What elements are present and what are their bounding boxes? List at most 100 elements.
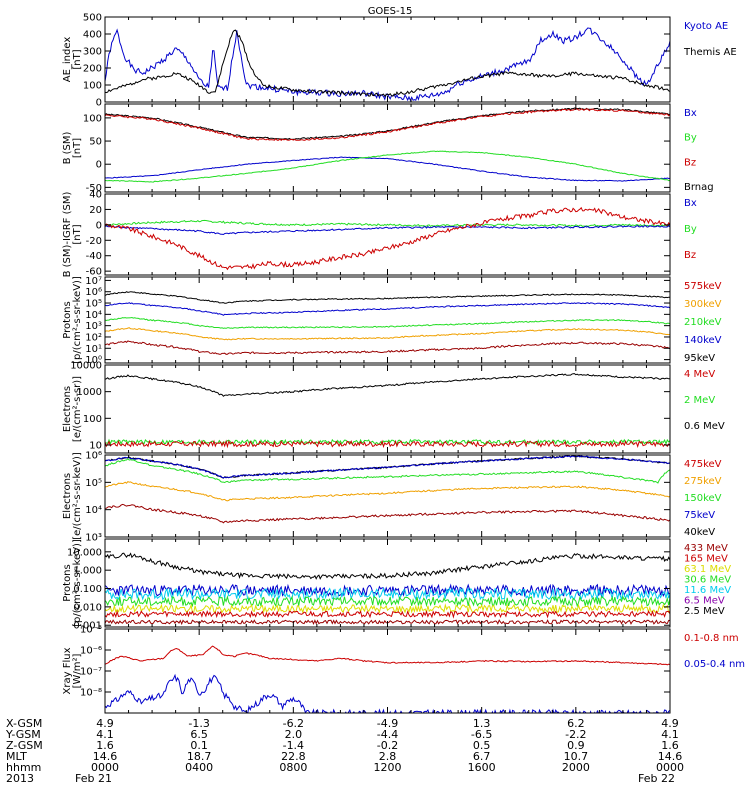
- y-tick-label: 10⁶: [85, 451, 102, 462]
- series-line-themis-ae: [105, 29, 670, 98]
- y-tick-label: 0.001: [73, 621, 102, 632]
- legend-entry: Bz: [684, 250, 696, 261]
- panel-frame: [104, 16, 671, 103]
- orbit-value: 0400: [185, 761, 213, 774]
- y-tick-label: 10000: [70, 361, 102, 372]
- series-line-95kev: [105, 291, 670, 304]
- panel-frame: [104, 193, 671, 276]
- y-tick-label: 10⁴: [85, 310, 102, 321]
- legend-entry: 300keV: [684, 299, 722, 310]
- series-line-11-6-mev: [105, 587, 670, 602]
- y-axis-label: Electrons[e/(cm²-s-sr)]: [62, 376, 83, 442]
- legend-entry: 6.5 MeV: [684, 596, 725, 607]
- orbit-row-label: hhmm: [6, 761, 41, 774]
- legend-entry: 210keV: [684, 317, 722, 328]
- orbit-value: 4.1: [661, 728, 679, 741]
- y-tick-label: -40: [86, 251, 102, 262]
- y-tick-label: 100: [83, 81, 102, 92]
- panel-7: 0.001 0.010 0.100 1.000 10.000Protons[p/(cm²…: [62, 538, 731, 632]
- y-tick-label: 0.010: [73, 602, 102, 613]
- legend-entry: 0.05-0.4 nm: [684, 659, 745, 670]
- panel-8: 10⁻⁸ 10⁻⁷ 10⁻⁶ 10⁻⁵ Xray Flux[W/m²] 0.1-0.8 n…: [62, 625, 745, 714]
- y-tick-label: 0.100: [73, 584, 102, 595]
- y-tick-label: -20: [86, 236, 102, 247]
- y-tick-label: 40: [89, 190, 102, 201]
- orbit-value: -6.5: [471, 728, 492, 741]
- y-axis-label: Protons[p/(cm²-s-sr-keV)]: [62, 539, 83, 627]
- orbit-value: 6.2: [567, 717, 585, 730]
- panel-5: 10 100 1000 10000 Electrons[e/(cm²-s-sr)] 4 M…: [62, 361, 725, 454]
- legend-entry: Bx: [684, 198, 697, 209]
- legend-entry: 4 MeV: [684, 369, 715, 380]
- orbit-value: -4.4: [377, 728, 398, 741]
- series-line-bx: [105, 225, 670, 236]
- panel-1: 0 100 200 300 400 500 AE_index[nT] Kyoto AE Them…: [62, 13, 737, 109]
- series-line-63-1-mev: [105, 603, 670, 615]
- legend-entry: 2 MeV: [684, 395, 715, 406]
- orbit-value: 22.8: [281, 750, 306, 763]
- orbit-value: Feb 22: [638, 772, 675, 785]
- orbit-value: 4.9: [96, 717, 114, 730]
- series-line-0-1-0-8-nm: [105, 645, 670, 666]
- series-line-by: [105, 219, 670, 228]
- legend-entry: Bz: [684, 157, 696, 168]
- series-line-150kev: [105, 458, 670, 484]
- legend-entry: Themis AE: [683, 47, 737, 58]
- y-tick-label: 100: [83, 414, 102, 425]
- orbit-value: 14.6: [658, 750, 683, 763]
- panel-4: 10⁰10¹10²10³10⁴10⁵10⁶10⁷Protons[p/(cm²-s…: [62, 276, 722, 366]
- y-axis-label: AE_index[nT]: [62, 37, 83, 83]
- legend-entry: 0.1-0.8 nm: [684, 633, 739, 644]
- orbit-value: 1.6: [661, 739, 679, 752]
- orbit-value: -1.3: [188, 717, 209, 730]
- series-line-2-mev: [105, 438, 670, 446]
- legend-entry: 2.5 MeV: [684, 606, 725, 617]
- orbit-value: 1200: [374, 761, 402, 774]
- orbit-value: 14.6: [93, 750, 118, 763]
- y-axis-label: B (SM)[nT]: [62, 131, 83, 164]
- series-line-0-6-mev: [105, 373, 670, 397]
- series-line-kyoto-ae: [105, 27, 670, 102]
- legend-entry: 11.6 MeV: [684, 585, 731, 596]
- series-line-275kev: [105, 480, 670, 502]
- y-tick-label: 10⁶: [85, 287, 102, 298]
- y-axis-label: Electrons[e/(cm²-s-sr-keV)]: [62, 452, 83, 540]
- legend-entry: 63.1 MeV: [684, 564, 731, 575]
- orbit-row-label: X-GSM: [6, 717, 42, 730]
- series-line-575kev: [105, 340, 670, 355]
- orbit-value: 0.5: [473, 739, 491, 752]
- orbit-value: 0.1: [190, 739, 208, 752]
- orbit-row-label: 2013: [6, 772, 34, 785]
- y-tick-label: 10⁵: [85, 478, 102, 489]
- plot-title: GOES-15: [368, 6, 413, 17]
- legend-entry: Kyoto AE: [684, 21, 728, 32]
- y-tick-label: 500: [83, 13, 102, 24]
- series-line-brnag: [105, 107, 670, 140]
- legend-entry: Brnag: [684, 182, 714, 193]
- series-line-6-5-mev: [105, 583, 670, 598]
- orbit-value: 1.3: [473, 717, 491, 730]
- legend-entry: 433 MeV: [684, 543, 728, 554]
- series-line-475kev: [105, 503, 670, 524]
- orbit-row-label: Z-GSM: [6, 739, 43, 752]
- series-line-210kev: [105, 316, 670, 329]
- orbit-value: -0.2: [377, 739, 398, 752]
- y-tick-label: -60: [86, 267, 102, 278]
- legend-entry: By: [684, 133, 697, 144]
- orbit-value: 2.0: [285, 728, 303, 741]
- y-tick-label: 10⁵: [85, 299, 102, 310]
- y-tick-label: 0: [96, 98, 102, 109]
- series-line-4-mev: [105, 439, 670, 449]
- legend-entry: 30.6 MeV: [684, 575, 731, 586]
- orbit-value: 18.7: [187, 750, 212, 763]
- y-tick-label: 10³: [85, 533, 102, 544]
- legend-entry: 150keV: [684, 493, 722, 504]
- orbit-value: 0.9: [567, 739, 585, 752]
- y-tick-label: 10⁻⁷: [80, 667, 102, 678]
- series-line-bz: [105, 206, 670, 271]
- legend-entry: By: [684, 224, 697, 235]
- orbit-value: 2000: [562, 761, 590, 774]
- panel-frame: [104, 628, 671, 714]
